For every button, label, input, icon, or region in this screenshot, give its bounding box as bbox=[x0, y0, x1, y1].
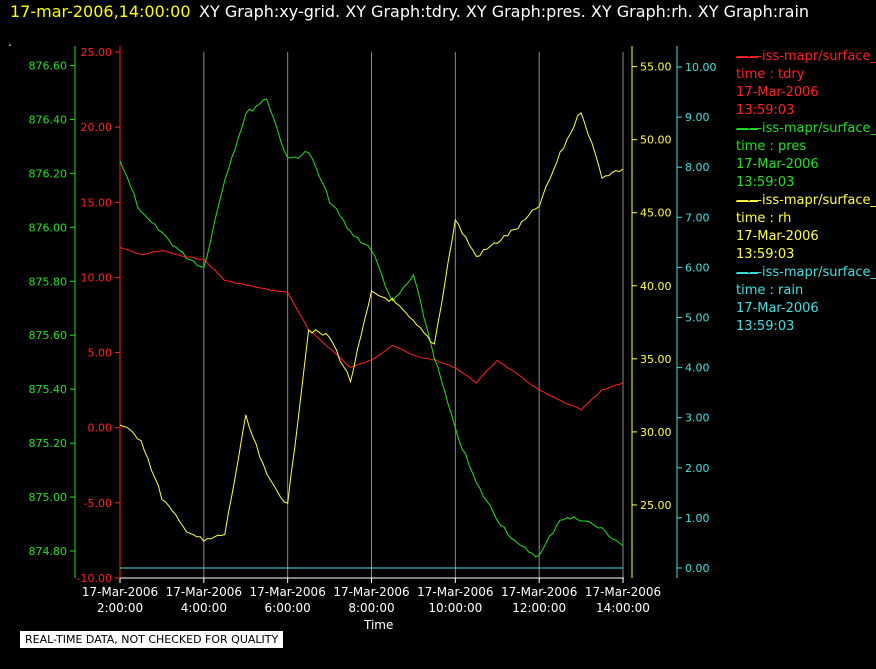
x-tick-label-time: 6:00:00 bbox=[265, 601, 311, 615]
header-graph-titles: XY Graph:xy-grid. XY Graph:tdry. XY Grap… bbox=[199, 2, 810, 21]
pres-tick-label: 876.60 bbox=[29, 59, 68, 72]
series-line-tdry bbox=[119, 246, 624, 411]
legend-time: 13:59:03 bbox=[736, 175, 795, 190]
pres-tick-label: 876.20 bbox=[29, 167, 68, 180]
rh-tick-label: 40.00 bbox=[640, 280, 672, 293]
marker-dot: . bbox=[8, 35, 12, 49]
legend-title: ——iss-mapr/surface_met bbox=[736, 265, 876, 280]
x-tick-label-time: 12:00:00 bbox=[512, 601, 566, 615]
x-axis-label: Time bbox=[364, 618, 394, 632]
legend-entry-rh: ——iss-mapr/surface_met time : rh 17-Mar-… bbox=[736, 192, 876, 264]
legend-variable: time : pres bbox=[736, 139, 807, 154]
rh-tick-label: 25.00 bbox=[640, 499, 672, 512]
legend-date: 17-Mar-2006 bbox=[736, 301, 819, 316]
x-tick-label-date: 17-Mar-2006 bbox=[501, 585, 577, 599]
legend-time: 13:59:03 bbox=[736, 103, 795, 118]
legend-date: 17-Mar-2006 bbox=[736, 157, 819, 172]
rain-tick-label: 6.00 bbox=[685, 261, 710, 274]
legend-date: 17-Mar-2006 bbox=[736, 229, 819, 244]
rh-tick-label: 30.00 bbox=[640, 426, 672, 439]
tdry-tick-label: 5.00 bbox=[88, 347, 113, 360]
legend-variable: time : rain bbox=[736, 283, 804, 298]
legend-swatch bbox=[736, 129, 758, 130]
rh-tick-label: 55.00 bbox=[640, 61, 672, 74]
tdry-tick-label: 0.00 bbox=[88, 422, 113, 435]
rain-tick-label: 5.00 bbox=[685, 312, 710, 325]
rain-tick-label: 1.00 bbox=[685, 512, 710, 525]
legend-title: ——iss-mapr/surface_met bbox=[736, 193, 876, 208]
pres-tick-label: 876.40 bbox=[29, 113, 68, 126]
rain-tick-label: 0.00 bbox=[685, 562, 710, 575]
legend-title: ——iss-mapr/surface_met bbox=[736, 49, 876, 64]
pres-tick-label: 875.60 bbox=[29, 329, 68, 342]
x-tick-label-date: 17-Mar-2006 bbox=[333, 585, 409, 599]
x-tick-label-time: 8:00:00 bbox=[348, 601, 394, 615]
rh-tick-label: 50.00 bbox=[640, 134, 672, 147]
tdry-tick-label: 10.00 bbox=[81, 271, 113, 284]
legend-time: 13:59:03 bbox=[736, 319, 795, 334]
tdry-tick-label: 20.00 bbox=[81, 121, 113, 134]
x-tick-label-time: 14:00:00 bbox=[596, 601, 650, 615]
tdry-tick-label: -5.00 bbox=[84, 497, 112, 510]
rain-tick-label: 2.00 bbox=[685, 462, 710, 475]
series-line-pres bbox=[119, 98, 624, 558]
tdry-tick-label: 15.00 bbox=[81, 196, 113, 209]
x-tick-label-date: 17-Mar-2006 bbox=[249, 585, 325, 599]
legend-swatch bbox=[736, 57, 758, 58]
legend-variable: time : rh bbox=[736, 211, 792, 226]
tdry-tick-label: -10.00 bbox=[77, 572, 112, 585]
legend-entry-tdry: ——iss-mapr/surface_met time : tdry 17-Ma… bbox=[736, 48, 876, 120]
rain-tick-label: 7.00 bbox=[685, 211, 710, 224]
pres-tick-label: 875.20 bbox=[29, 437, 68, 450]
x-tick-label-date: 17-Mar-2006 bbox=[585, 585, 661, 599]
legend-time: 13:59:03 bbox=[736, 247, 795, 262]
x-tick-label-date: 17-Mar-2006 bbox=[417, 585, 493, 599]
rain-tick-label: 3.00 bbox=[685, 412, 710, 425]
x-tick-label-date: 17-Mar-2006 bbox=[82, 585, 158, 599]
legend-entry-rain: ——iss-mapr/surface_met time : rain 17-Ma… bbox=[736, 264, 876, 336]
rain-tick-label: 8.00 bbox=[685, 161, 710, 174]
pres-tick-label: 875.40 bbox=[29, 383, 68, 396]
pres-tick-label: 875.80 bbox=[29, 275, 68, 288]
rh-tick-label: 35.00 bbox=[640, 353, 672, 366]
pres-tick-label: 876.00 bbox=[29, 221, 68, 234]
quality-disclaimer: REAL-TIME DATA, NOT CHECKED FOR QUALITY bbox=[20, 631, 284, 648]
pres-tick-label: 874.80 bbox=[29, 545, 68, 558]
legend-date: 17-Mar-2006 bbox=[736, 85, 819, 100]
series-line-rh bbox=[119, 111, 624, 543]
rain-tick-label: 4.00 bbox=[685, 362, 710, 375]
legend: ——iss-mapr/surface_met time : tdry 17-Ma… bbox=[736, 48, 876, 336]
legend-variable: time : tdry bbox=[736, 67, 805, 82]
x-tick-label-date: 17-Mar-2006 bbox=[166, 585, 242, 599]
legend-title: ——iss-mapr/surface_met bbox=[736, 121, 876, 136]
rh-tick-label: 45.00 bbox=[640, 207, 672, 220]
legend-swatch bbox=[736, 201, 758, 202]
legend-swatch bbox=[736, 273, 758, 274]
chart-header: 17-mar-2006,14:00:00 XY Graph:xy-grid. X… bbox=[0, 0, 876, 26]
x-tick-label-time: 4:00:00 bbox=[181, 601, 227, 615]
x-tick-label-time: 10:00:00 bbox=[428, 601, 482, 615]
header-time: 17-mar-2006,14:00:00 bbox=[10, 2, 191, 21]
rain-tick-label: 10.00 bbox=[685, 61, 717, 74]
legend-entry-pres: ——iss-mapr/surface_met time : pres 17-Ma… bbox=[736, 120, 876, 192]
x-tick-label-time: 2:00:00 bbox=[97, 601, 143, 615]
rain-tick-label: 9.00 bbox=[685, 111, 710, 124]
pres-tick-label: 875.00 bbox=[29, 491, 68, 504]
tdry-tick-label: 25.00 bbox=[81, 46, 113, 59]
